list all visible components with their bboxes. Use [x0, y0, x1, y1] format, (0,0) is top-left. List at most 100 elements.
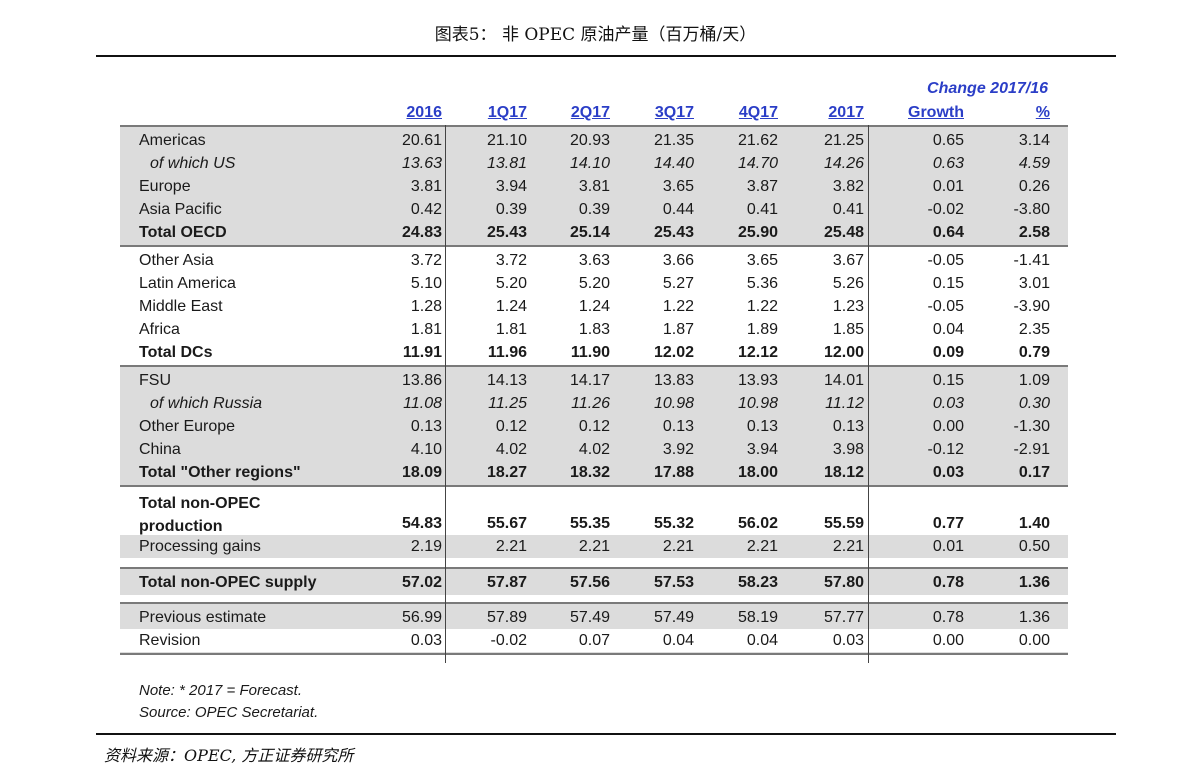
v-2016-cell: 13.63 — [401, 155, 442, 172]
table-row: FSU 13.86 14.13 14.17 13.83 13.93 14.01 0.15 1.0… — [120, 369, 1068, 392]
v-2016-cell: 5.10 — [410, 275, 442, 292]
v-growth-cell: -0.12 — [927, 441, 964, 458]
row-label: of which US — [150, 155, 236, 172]
table-row: Middle East 1.28 1.24 1.24 1.22 1.22 1.23 -0.05… — [120, 295, 1068, 318]
v-2016-cell: 18.09 — [401, 464, 442, 481]
v-2017-cell: 5.26 — [832, 275, 864, 292]
column-divider-right — [868, 125, 869, 663]
v-growth-cell: 0.00 — [932, 418, 964, 435]
v-growth-cell: 0.01 — [932, 538, 964, 555]
table-row: Total DCs 11.91 11.96 11.90 12.02 12.12 12.00 0… — [120, 341, 1068, 364]
v-4q17-cell: 14.70 — [737, 155, 778, 172]
v-4q17-cell: 25.90 — [737, 224, 778, 241]
col-2q17: 2Q17 — [570, 104, 610, 121]
v-3q17-cell: 1.87 — [662, 321, 694, 338]
table-row: Previous estimate 56.99 57.89 57.49 57.49 58.… — [120, 606, 1068, 629]
table-row: of which US 13.63 13.81 14.10 14.40 14.70 14.2… — [120, 152, 1068, 175]
v-2016-cell: 2.19 — [410, 538, 442, 555]
v-3q17-cell: 10.98 — [653, 395, 694, 412]
section-non-opec-production: Total non-OPEC production 54.83 55.67 55.35… — [120, 485, 1068, 559]
v-2016-cell: 11.08 — [403, 395, 442, 412]
v-growth-cell: -0.02 — [927, 201, 964, 218]
v-4q17-cell: 3.87 — [746, 178, 778, 195]
v-growth-cell: 0.09 — [932, 344, 964, 361]
section-dcs: Other Asia 3.72 3.72 3.63 3.66 3.65 3.67 -0.05 -… — [120, 245, 1068, 365]
v-2q17-cell: 0.39 — [578, 201, 610, 218]
non-opec-table: Change 2017/16 2016 1Q17 2Q17 3Q17 4Q17 … — [120, 70, 1068, 663]
v-pct-cell: 3.01 — [1018, 275, 1050, 292]
v-1q17-cell: 5.20 — [495, 275, 527, 292]
v-2016-cell: 3.81 — [410, 178, 442, 195]
v-2016-cell: 1.28 — [410, 298, 442, 315]
v-2016-cell: 3.72 — [410, 252, 442, 269]
v-growth-cell: 0.03 — [932, 464, 964, 481]
table-row: China 4.10 4.02 4.02 3.92 3.94 3.98 -0.12 -2.91 — [120, 438, 1068, 461]
col-4q17: 4Q17 — [738, 104, 778, 121]
row-label: Processing gains — [139, 538, 261, 555]
v-2017-cell: 0.03 — [832, 632, 864, 649]
v-2q17-cell: 57.49 — [569, 609, 610, 626]
row-label: Middle East — [139, 298, 223, 315]
v-growth-cell: 0.78 — [932, 609, 964, 626]
v-2016-cell: 1.81 — [410, 321, 442, 338]
col-2016: 2016 — [406, 104, 442, 121]
v-2017-cell: 3.82 — [832, 178, 864, 195]
v-pct-cell: 3.14 — [1018, 132, 1050, 149]
v-3q17-cell: 21.35 — [653, 132, 694, 149]
v-2017-cell: 0.41 — [832, 201, 864, 218]
col-3q17: 3Q17 — [654, 104, 694, 121]
row-label: Total OECD — [139, 224, 227, 241]
v-2q17-cell: 11.90 — [570, 344, 610, 361]
v-3q17-cell: 12.02 — [653, 344, 694, 361]
top-rule — [96, 55, 1116, 57]
v-pct-cell: 1.36 — [1018, 574, 1050, 591]
v-2017-cell: 21.25 — [823, 132, 864, 149]
v-4q17-cell: 2.21 — [746, 538, 778, 555]
v-1q17-cell: 1.24 — [495, 298, 527, 315]
v-1q17-cell: 11.25 — [488, 395, 527, 412]
v-pct-cell: 0.50 — [1018, 538, 1050, 555]
v-3q17-cell: 25.43 — [653, 224, 694, 241]
v-1q17-cell: 57.87 — [486, 574, 527, 591]
v-4q17-cell: 13.93 — [737, 372, 778, 389]
v-2017-cell: 18.12 — [823, 464, 864, 481]
v-growth-cell: 0.04 — [932, 321, 964, 338]
v-pct-cell: 1.36 — [1018, 609, 1050, 626]
table-row: Latin America 5.10 5.20 5.20 5.27 5.36 5.26 0.1… — [120, 272, 1068, 295]
row-label: Previous estimate — [139, 609, 267, 626]
table-row: Africa 1.81 1.81 1.83 1.87 1.89 1.85 0.04 2.35 — [120, 318, 1068, 341]
v-4q17-cell: 21.62 — [737, 132, 778, 149]
v-3q17-cell: 1.22 — [662, 298, 694, 315]
row-label: Total "Other regions" — [139, 464, 301, 481]
v-pct-cell: 2.35 — [1018, 321, 1050, 338]
v-3q17-cell: 3.92 — [662, 441, 694, 458]
col-growth: Growth — [908, 104, 964, 121]
col-pct: % — [1035, 104, 1050, 121]
v-3q17-cell: 3.65 — [662, 178, 694, 195]
table-row: Americas 20.61 21.10 20.93 21.35 21.62 21.25 0.… — [120, 129, 1068, 152]
note-source: Source: OPEC Secretariat. — [139, 704, 319, 721]
v-1q17-cell: 57.89 — [486, 609, 527, 626]
v-2016-cell: 56.99 — [401, 609, 442, 626]
v-growth-cell: 0.15 — [932, 275, 964, 292]
v-growth-cell: 0.77 — [932, 515, 964, 532]
row-label: FSU — [139, 372, 171, 389]
table-row: Other Europe 0.13 0.12 0.12 0.13 0.13 0.13 0.00… — [120, 415, 1068, 438]
row-label: Europe — [139, 178, 191, 195]
v-2016-cell: 57.02 — [401, 574, 442, 591]
v-1q17-cell: 21.10 — [486, 132, 527, 149]
row-label: of which Russia — [150, 395, 263, 412]
v-2017-cell: 57.80 — [823, 574, 864, 591]
v-pct-cell: 4.59 — [1018, 155, 1050, 172]
v-1q17-cell: -0.02 — [490, 632, 527, 649]
col-2017: 2017 — [828, 104, 864, 121]
v-3q17-cell: 57.53 — [653, 574, 694, 591]
v-pct-cell: 0.79 — [1018, 344, 1050, 361]
v-pct-cell: -1.41 — [1013, 252, 1050, 269]
col-1q17: 1Q17 — [487, 104, 527, 121]
v-2q17-cell: 5.20 — [578, 275, 610, 292]
v-4q17-cell: 1.89 — [746, 321, 778, 338]
v-4q17-cell: 0.41 — [746, 201, 778, 218]
v-growth-cell: -0.05 — [927, 252, 964, 269]
v-2017-cell: 55.59 — [823, 515, 864, 532]
